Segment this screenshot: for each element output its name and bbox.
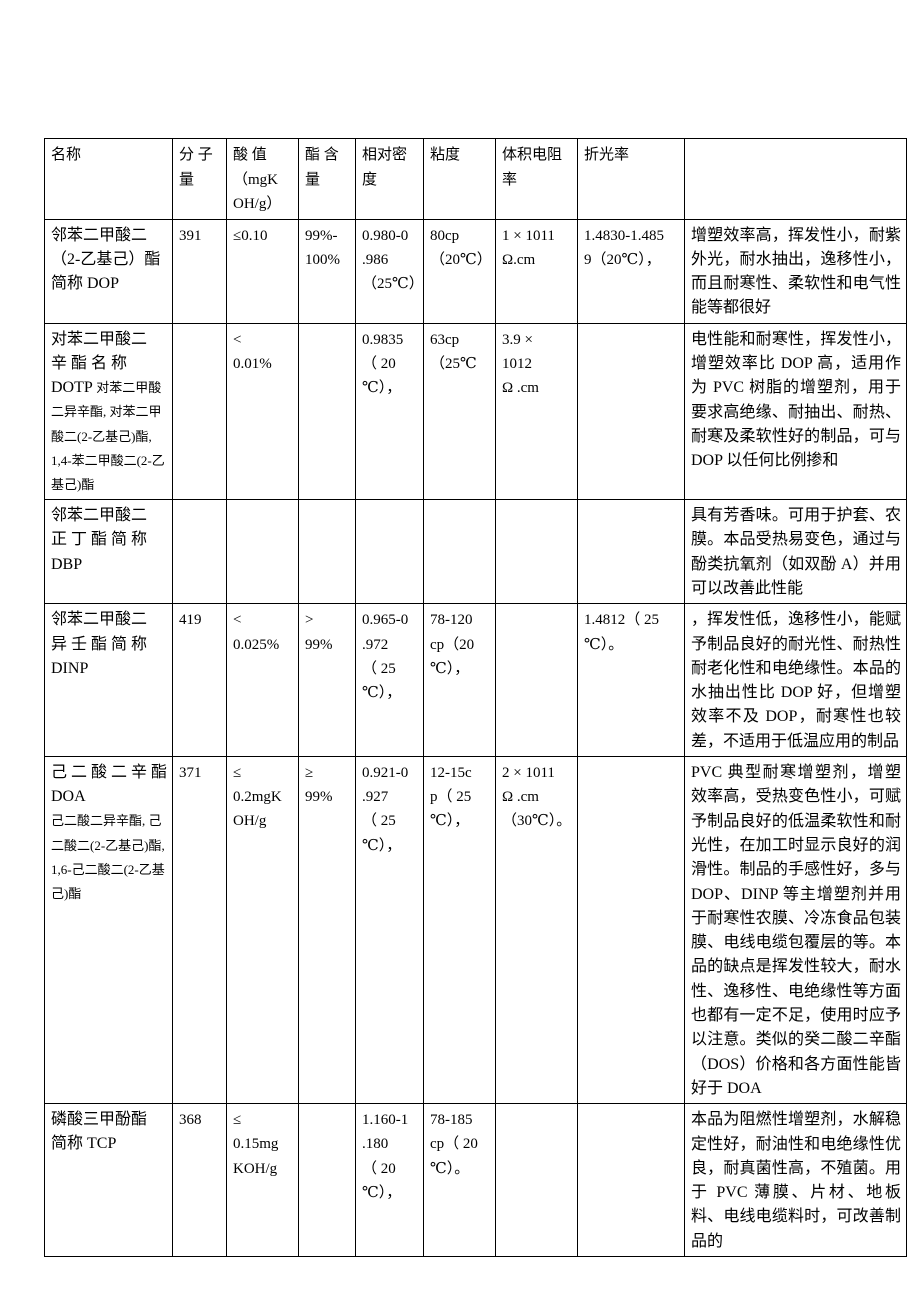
cell-volume-resistivity: 2 × 1011 Ω .cm （30℃）。 — [495, 756, 578, 1105]
cell-relative-density: 0.921-0 .927 （ 25 ℃）， — [355, 756, 424, 1105]
cell-description: PVC 典型耐寒增塑剂，增塑效率高，受热变色性小，可赋予制品良好的低温柔软性和耐… — [684, 756, 907, 1105]
cell-ester-content — [298, 499, 356, 605]
cell-description: 本品为阻燃性增塑剂，水解稳定性好，耐油性和电绝缘性优良，耐真菌性高，不殖菌。用于… — [684, 1103, 907, 1258]
header-description — [684, 138, 907, 220]
table-row-dinp: 邻苯二甲酸二 异 壬 酯 简 称 DINP 419 < 0.025% > 99%… — [44, 603, 907, 758]
chemical-name: 对苯二甲酸二 辛 酯 名 称 DOTP — [51, 330, 148, 397]
cell-volume-resistivity — [495, 1103, 578, 1258]
cell-viscosity: 12-15c p（ 25 ℃）， — [423, 756, 496, 1105]
cell-description: 增塑效率高，挥发性小，耐紫外光，耐水抽出，逸移性小，而且耐寒性、柔软性和电气性能… — [684, 218, 907, 324]
cell-viscosity: 63cp （25℃ — [423, 322, 496, 501]
cell-molecular-weight — [172, 322, 227, 501]
cell-acid-value — [226, 499, 299, 605]
table-row-dotp: 对苯二甲酸二 辛 酯 名 称 DOTP 对苯二甲酸二异辛酯, 对苯二甲酸二(2-… — [44, 322, 907, 501]
cell-acid-value: ≤0.10 — [226, 218, 299, 324]
cell-name: 邻苯二甲酸二 （2-乙基己）酯 简称 DOP — [44, 218, 173, 324]
table-row-dop: 邻苯二甲酸二 （2-乙基己）酯 简称 DOP 391 ≤0.10 99%- 10… — [44, 218, 907, 324]
header-refractive-index: 折光率 — [577, 138, 685, 220]
cell-description: ，挥发性低，逸移性小，能赋予制品良好的耐光性、耐热性耐老化性和电绝缘性。本品的水… — [684, 603, 907, 758]
table-header-row: 名称 分 子 量 酸 值 （mgK OH/g） 酯 含 量 相对密 度 粘度 体… — [44, 138, 907, 220]
chemical-name: 邻苯二甲酸二 异 壬 酯 简 称 DINP — [51, 611, 148, 677]
cell-ester-content — [298, 1103, 356, 1258]
plasticizer-properties-table: 名称 分 子 量 酸 值 （mgK OH/g） 酯 含 量 相对密 度 粘度 体… — [44, 138, 907, 1258]
cell-molecular-weight: 368 — [172, 1103, 227, 1258]
cell-relative-density: 0.965-0 .972 （ 25 ℃）， — [355, 603, 424, 758]
cell-relative-density — [355, 499, 424, 605]
cell-name: 邻苯二甲酸二 正 丁 酯 简 称 DBP — [44, 499, 173, 605]
cell-relative-density: 0.9835 （ 20 ℃）， — [355, 322, 424, 501]
header-name: 名称 — [44, 138, 173, 220]
cell-name: 对苯二甲酸二 辛 酯 名 称 DOTP 对苯二甲酸二异辛酯, 对苯二甲酸二(2-… — [44, 322, 173, 501]
cell-acid-value: ≤ 0.15mg KOH/g — [226, 1103, 299, 1258]
cell-name: 己 二 酸 二 辛 酯 DOA 己二酸二异辛酯, 己二酸二(2-乙基己)酯, 1… — [44, 756, 173, 1105]
table-row-doa: 己 二 酸 二 辛 酯 DOA 己二酸二异辛酯, 己二酸二(2-乙基己)酯, 1… — [44, 756, 907, 1105]
cell-ester-content: ≥ 99% — [298, 756, 356, 1105]
chemical-synonyms: 对苯二甲酸二异辛酯, 对苯二甲酸二(2-乙基己)酯, 1,4-苯二甲酸二(2-乙… — [51, 380, 165, 492]
cell-ester-content: 99%- 100% — [298, 218, 356, 324]
table-row-dbp: 邻苯二甲酸二 正 丁 酯 简 称 DBP 具有芳香味。可用于护套、农膜。本品受热… — [44, 499, 907, 605]
cell-refractive-index — [577, 499, 685, 605]
cell-relative-density: 0.980-0 .986 （25℃） — [355, 218, 424, 324]
cell-molecular-weight: 419 — [172, 603, 227, 758]
cell-refractive-index: 1.4812（ 25 ℃）。 — [577, 603, 685, 758]
chemical-name: 磷酸三甲酚酯 简称 TCP — [51, 1111, 148, 1153]
cell-name: 磷酸三甲酚酯 简称 TCP — [44, 1103, 173, 1258]
chemical-name: 邻苯二甲酸二 （2-乙基己）酯 简称 DOP — [51, 226, 161, 292]
header-ester-content: 酯 含 量 — [298, 138, 356, 220]
cell-name: 邻苯二甲酸二 异 壬 酯 简 称 DINP — [44, 603, 173, 758]
header-volume-resistivity: 体积电阻 率 — [495, 138, 578, 220]
cell-refractive-index — [577, 322, 685, 501]
cell-acid-value: ≤ 0.2mgK OH/g — [226, 756, 299, 1105]
cell-viscosity: 80cp （20℃） — [423, 218, 496, 324]
cell-ester-content: > 99% — [298, 603, 356, 758]
cell-volume-resistivity — [495, 499, 578, 605]
cell-molecular-weight — [172, 499, 227, 605]
cell-relative-density: 1.160-1 .180 （ 20 ℃）， — [355, 1103, 424, 1258]
chemical-name: 邻苯二甲酸二 正 丁 酯 简 称 DBP — [51, 507, 148, 573]
cell-viscosity — [423, 499, 496, 605]
cell-viscosity: 78-185 cp（ 20 ℃）。 — [423, 1103, 496, 1258]
header-relative-density: 相对密 度 — [355, 138, 424, 220]
cell-volume-resistivity — [495, 603, 578, 758]
table-row-tcp: 磷酸三甲酚酯 简称 TCP 368 ≤ 0.15mg KOH/g 1.160-1… — [44, 1103, 907, 1258]
cell-description: 具有芳香味。可用于护套、农膜。本品受热易变色，通过与酚类抗氧剂（如双酚 A）并用… — [684, 499, 907, 605]
cell-acid-value: < 0.025% — [226, 603, 299, 758]
chemical-name: 己 二 酸 二 辛 酯 DOA — [51, 764, 168, 806]
cell-volume-resistivity: 3.9 × 1012 Ω .cm — [495, 322, 578, 501]
cell-molecular-weight: 371 — [172, 756, 227, 1105]
cell-viscosity: 78-120 cp（20 ℃）， — [423, 603, 496, 758]
chemical-synonyms: 己二酸二异辛酯, 己二酸二(2-乙基己)酯, 1,6-己二酸二(2-乙基己)酯 — [51, 813, 165, 902]
header-acid-value: 酸 值 （mgK OH/g） — [226, 138, 299, 220]
cell-volume-resistivity: 1 × 1011 Ω.cm — [495, 218, 578, 324]
header-viscosity: 粘度 — [423, 138, 496, 220]
cell-refractive-index — [577, 1103, 685, 1258]
header-molecular-weight: 分 子 量 — [172, 138, 227, 220]
cell-molecular-weight: 391 — [172, 218, 227, 324]
cell-acid-value: < 0.01% — [226, 322, 299, 501]
cell-refractive-index: 1.4830-1.485 9（20℃）， — [577, 218, 685, 324]
cell-ester-content — [298, 322, 356, 501]
cell-description: 电性能和耐寒性，挥发性小，增塑效率比 DOP 高，适用作为 PVC 树脂的增塑剂… — [684, 322, 907, 501]
cell-refractive-index — [577, 756, 685, 1105]
